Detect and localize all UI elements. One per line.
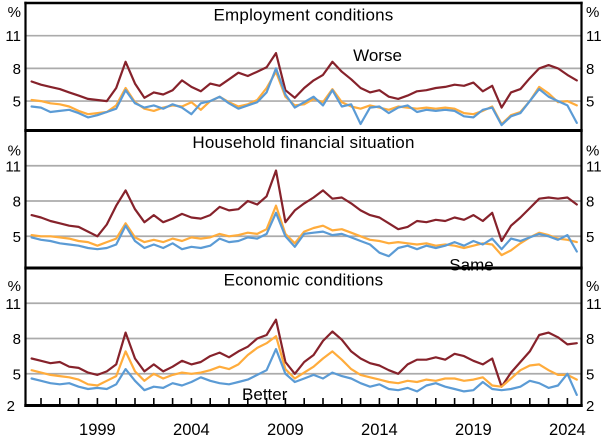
y-tick-label-right: 11 xyxy=(586,296,602,313)
series-line-same xyxy=(30,335,578,388)
series-label-worse: Worse xyxy=(353,46,402,65)
y-tick-label-left: 8 xyxy=(13,331,21,348)
y-tick-label-bottom-right: 2 xyxy=(586,398,594,415)
y-tick-label-right: 5 xyxy=(586,94,594,111)
panel-title: Employment conditions xyxy=(214,6,394,25)
percent-axis-label-right: % xyxy=(586,4,599,21)
y-tick-label-right: 5 xyxy=(586,366,594,383)
x-tick-label-2004: 2004 xyxy=(173,421,210,439)
percent-axis-label-left: % xyxy=(8,4,21,21)
percent-axis-label-right: % xyxy=(586,278,599,295)
series-label-better: Better xyxy=(242,385,288,404)
percent-axis-label-left: % xyxy=(8,278,21,295)
y-tick-label-left: 11 xyxy=(5,28,21,45)
x-tick-label-1999: 1999 xyxy=(79,421,116,439)
y-tick-label-right: 8 xyxy=(586,61,594,78)
y-tick-label-right: 8 xyxy=(586,331,594,348)
y-tick-label-left: 11 xyxy=(5,296,21,313)
series-line-better xyxy=(30,348,578,396)
series-line-better xyxy=(30,211,578,258)
x-tick-label-2009: 2009 xyxy=(267,421,304,439)
y-tick-label-left: 11 xyxy=(5,158,21,175)
percent-axis-label-left: % xyxy=(8,143,21,160)
series-line-same xyxy=(30,70,578,126)
y-tick-label-bottom-left: 2 xyxy=(7,398,15,415)
series-line-better xyxy=(30,67,578,127)
y-tick-label-right: 8 xyxy=(586,194,594,211)
series-line-worse xyxy=(30,51,578,109)
y-tick-label-right: 11 xyxy=(586,28,602,45)
panel-title: Economic conditions xyxy=(224,271,384,290)
y-tick-label-left: 8 xyxy=(13,61,21,78)
series-line-worse xyxy=(30,318,578,388)
y-tick-label-right: 5 xyxy=(586,229,594,246)
y-tick-label-right: 11 xyxy=(586,158,602,175)
x-tick-label-2019: 2019 xyxy=(455,421,492,439)
y-tick-label-left: 5 xyxy=(13,229,21,246)
y-tick-label-left: 5 xyxy=(13,94,21,111)
x-tick-label-2024: 2024 xyxy=(549,421,586,439)
y-tick-label-left: 8 xyxy=(13,194,21,211)
percent-axis-label-right: % xyxy=(586,143,599,160)
x-tick-label-2014: 2014 xyxy=(361,421,398,439)
series-line-worse xyxy=(30,169,578,243)
series-label-same: Same xyxy=(449,256,493,275)
panel-title: Household financial situation xyxy=(192,133,414,152)
y-tick-label-left: 5 xyxy=(13,366,21,383)
